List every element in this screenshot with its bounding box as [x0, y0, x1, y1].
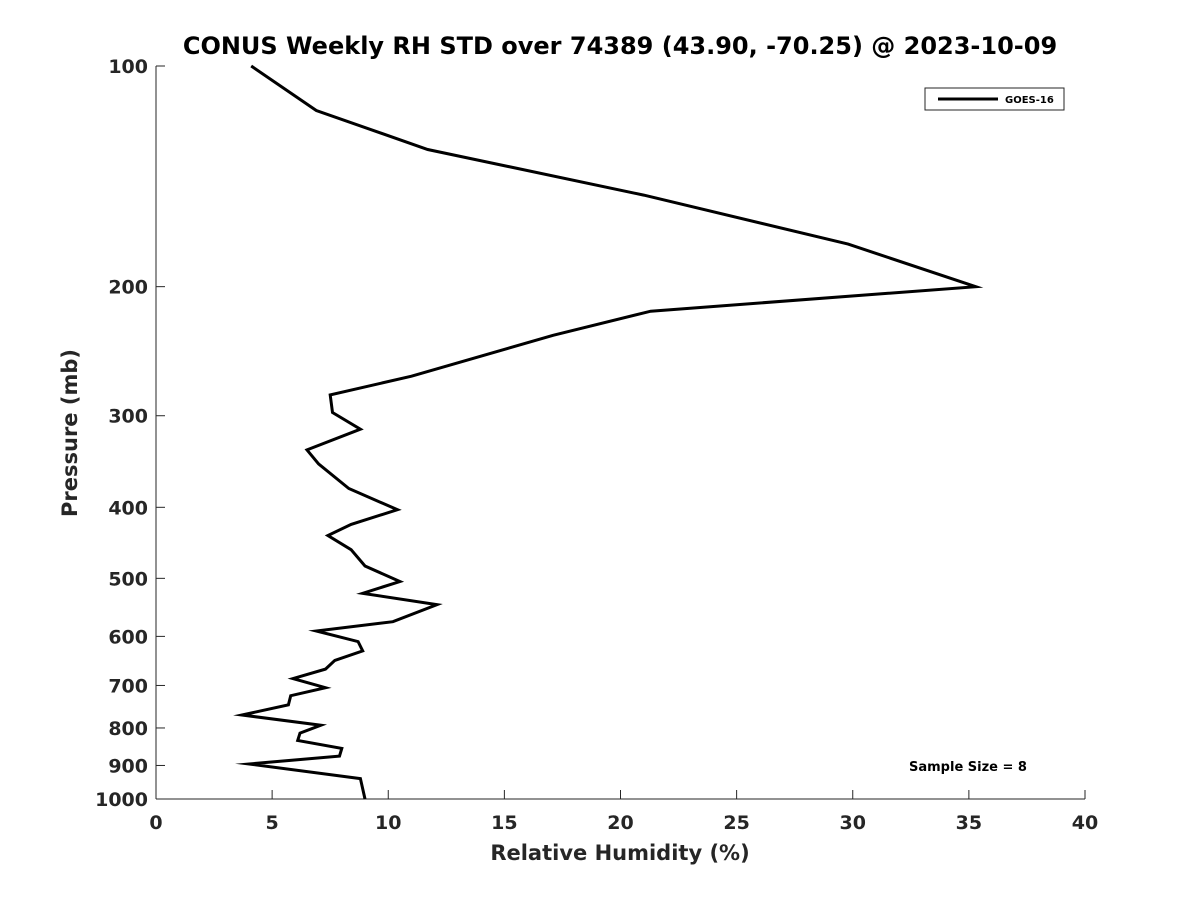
x-tick-label: 20 [607, 812, 633, 834]
x-tick-label: 25 [723, 812, 749, 834]
legend-entry-goes-16: GOES-16 [1005, 95, 1054, 106]
sample-size-annotation: Sample Size = 8 [909, 760, 1027, 775]
series-layer [233, 64, 984, 800]
y-tick-label: 200 [108, 277, 148, 299]
legend: GOES-16 [924, 87, 1065, 111]
series-line-goes-16 [233, 64, 984, 800]
x-tick-label: 30 [840, 812, 866, 834]
x-tick-label: 0 [149, 812, 162, 834]
x-tick-label: 15 [491, 812, 517, 834]
y-tick-label: 900 [108, 755, 148, 777]
x-tick-label: 35 [956, 812, 982, 834]
y-tick-label: 700 [108, 675, 148, 697]
x-tick-label: 10 [375, 812, 401, 834]
y-tick-label: 1000 [95, 789, 148, 811]
x-tick-label: 40 [1072, 812, 1098, 834]
y-tick-label: 400 [108, 497, 148, 519]
x-tick-label: 5 [266, 812, 279, 834]
chart-title: CONUS Weekly RH STD over 74389 (43.90, -… [183, 32, 1057, 60]
y-axis-label: Pressure (mb) [58, 349, 82, 517]
y-tick-label: 500 [108, 568, 148, 590]
x-axis-label: Relative Humidity (%) [490, 841, 749, 865]
y-tick-label: 300 [108, 406, 148, 428]
y-tick-label: 100 [108, 56, 148, 78]
y-tick-label: 800 [108, 718, 148, 740]
ticks: 0 5 10 15 20 25 30 35 40 100 200 300 400 500 600 700 800… [95, 56, 1098, 834]
y-tick-label: 600 [108, 626, 148, 648]
